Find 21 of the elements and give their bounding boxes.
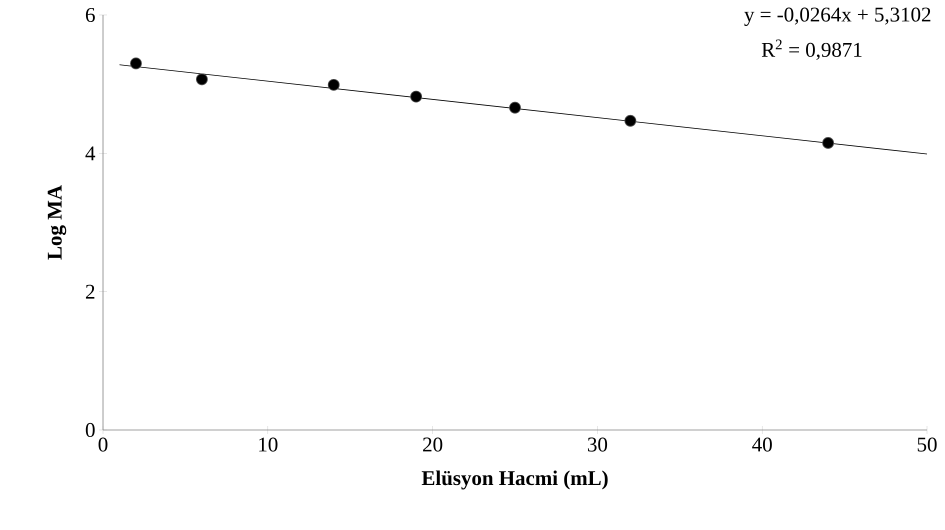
x-tick-label: 50 — [918, 438, 937, 452]
x-tick-label: 40 — [752, 438, 772, 452]
x-tick-label: 20 — [423, 438, 442, 452]
y-tick-label: 6 — [86, 8, 95, 22]
x-axis-title: Elüsyon Hacmi (mL) — [422, 470, 608, 490]
point — [624, 114, 636, 127]
point — [130, 58, 142, 70]
y-tick-label: 4 — [85, 146, 96, 160]
y-tick-label: 2 — [86, 284, 94, 299]
x-tick-label: 10 — [259, 438, 278, 452]
point — [410, 90, 422, 102]
point — [822, 137, 834, 149]
point — [509, 102, 521, 114]
point — [328, 78, 340, 91]
point — [196, 73, 208, 86]
y-axis-title: Log MA — [48, 185, 66, 260]
annotation: y = -0,0264x + 5,3102 — [744, 8, 930, 26]
x-tick-label: 30 — [588, 438, 608, 452]
x-tick-label: 0 — [98, 438, 108, 452]
y-tick-label: 0 — [86, 422, 95, 438]
annotation: R$^{2}$ = 0,9871 — [762, 40, 862, 60]
